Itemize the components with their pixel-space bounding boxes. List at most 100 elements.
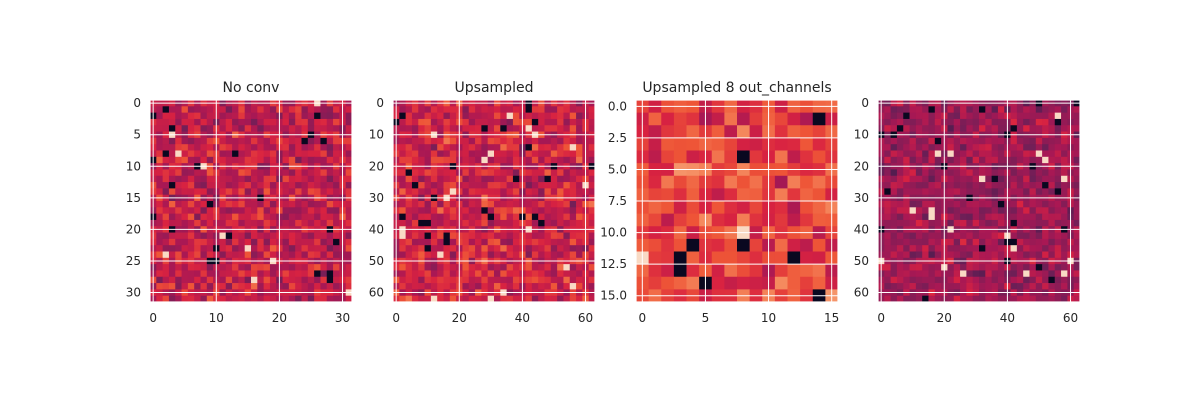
heatmap-cell bbox=[443, 238, 451, 246]
heatmap-cell bbox=[673, 264, 687, 278]
heatmap-cell bbox=[251, 213, 258, 221]
heatmap-cell bbox=[1016, 137, 1024, 145]
heatmap-cell bbox=[225, 276, 233, 284]
heatmap-cell bbox=[1073, 125, 1081, 132]
heatmap-cell bbox=[263, 245, 271, 252]
heatmap-cell bbox=[890, 238, 898, 246]
heatmap-cell bbox=[997, 118, 1005, 126]
heatmap-cell bbox=[162, 169, 170, 177]
heatmap-cell bbox=[449, 156, 457, 164]
heatmap-cell bbox=[194, 238, 201, 246]
y-tick-label: 0 bbox=[133, 96, 141, 110]
heatmap-cell bbox=[1016, 150, 1024, 158]
heatmap-cell bbox=[162, 118, 170, 126]
heatmap-cell bbox=[238, 270, 246, 278]
heatmap-cell bbox=[175, 238, 182, 246]
heatmap-cell bbox=[588, 156, 596, 164]
heatmap-cell bbox=[960, 264, 967, 271]
heatmap-cell bbox=[257, 283, 265, 290]
heatmap-cell bbox=[1061, 175, 1068, 183]
heatmap-cell bbox=[263, 118, 271, 126]
heatmap-cell bbox=[915, 219, 923, 227]
heatmap-cell bbox=[462, 238, 470, 246]
heatmap-cell bbox=[345, 238, 353, 246]
heatmap-cell bbox=[947, 295, 955, 303]
heatmap-cell bbox=[922, 169, 929, 177]
heatmap-cell bbox=[909, 207, 917, 215]
heatmap-cell bbox=[960, 207, 967, 215]
heatmap-cell bbox=[462, 156, 470, 164]
heatmap-cell bbox=[928, 118, 936, 126]
heatmap-cell bbox=[512, 276, 520, 284]
heatmap-cells bbox=[636, 100, 839, 303]
heatmap-cell bbox=[979, 219, 986, 227]
y-tick-label: 40 bbox=[369, 222, 384, 236]
heatmap-cell bbox=[263, 112, 271, 120]
heatmap-cell bbox=[449, 270, 457, 278]
heatmap-cell bbox=[168, 175, 176, 183]
heatmap-cell bbox=[449, 188, 457, 196]
heatmap-cell bbox=[576, 106, 583, 114]
heatmap-cell bbox=[1029, 182, 1037, 189]
heatmap-cell bbox=[314, 112, 321, 120]
heatmap-cell bbox=[1042, 245, 1049, 252]
heatmap-cell bbox=[405, 188, 413, 196]
heatmap-cell bbox=[345, 270, 353, 278]
heatmap-cell bbox=[251, 137, 258, 145]
heatmap-cell bbox=[449, 175, 457, 183]
heatmap-cell bbox=[168, 182, 176, 189]
heatmap-cell bbox=[985, 125, 993, 132]
heatmap-cell bbox=[953, 201, 961, 208]
heatmap-cell bbox=[238, 188, 246, 196]
heatmap-cell bbox=[194, 213, 201, 221]
heatmap-cell bbox=[972, 232, 980, 240]
heatmap-cell bbox=[462, 175, 470, 183]
heatmap-cell bbox=[449, 251, 457, 259]
heatmap-cell bbox=[997, 144, 1005, 151]
heatmap-cell bbox=[1048, 238, 1056, 246]
heatmap-cell bbox=[162, 251, 170, 259]
heatmap-cell bbox=[468, 125, 476, 132]
heatmap-cell bbox=[156, 125, 164, 132]
heatmap-cell bbox=[494, 213, 501, 221]
heatmap-cell bbox=[238, 125, 246, 132]
heatmap-cell bbox=[307, 106, 315, 114]
heatmap-cell bbox=[922, 283, 929, 290]
heatmap-cell bbox=[997, 169, 1005, 177]
heatmap-cell bbox=[1048, 112, 1056, 120]
heatmap-cell bbox=[966, 150, 974, 158]
heatmap-cell bbox=[301, 283, 309, 290]
heatmap-cell bbox=[345, 232, 353, 240]
heatmap-cell bbox=[481, 251, 489, 259]
heatmap-cell bbox=[588, 188, 596, 196]
heatmap-cell bbox=[896, 270, 904, 278]
heatmap-cell bbox=[966, 232, 974, 240]
heatmap-cell bbox=[749, 238, 763, 252]
heatmap-cell bbox=[749, 276, 763, 290]
heatmap-cell bbox=[673, 188, 687, 202]
heatmap-cell bbox=[538, 169, 545, 177]
heatmap-cell bbox=[168, 169, 176, 177]
heatmap-cell bbox=[269, 144, 277, 151]
heatmap-cell bbox=[979, 106, 986, 114]
heatmap-cell bbox=[531, 295, 539, 303]
heatmap-cell bbox=[449, 238, 457, 246]
heatmap-cell bbox=[399, 238, 407, 246]
heatmap-cell bbox=[288, 276, 296, 284]
heatmap-cell bbox=[424, 125, 432, 132]
heatmap-cell bbox=[1010, 232, 1018, 240]
heatmap-cell bbox=[928, 238, 936, 246]
heatmap-cell bbox=[232, 283, 239, 290]
heatmap-cell bbox=[896, 150, 904, 158]
heatmap-cell bbox=[345, 106, 353, 114]
heatmap-cell bbox=[544, 156, 552, 164]
heatmap-cell bbox=[576, 125, 583, 132]
heatmap-cell bbox=[269, 125, 277, 132]
heatmap-cell bbox=[424, 118, 432, 126]
heatmap-cell bbox=[301, 213, 309, 221]
heatmap-cell bbox=[979, 137, 986, 145]
heatmap-cell bbox=[890, 264, 898, 271]
heatmap-cell bbox=[449, 169, 457, 177]
heatmap-cell bbox=[307, 150, 315, 158]
heatmap-cell bbox=[219, 106, 227, 114]
